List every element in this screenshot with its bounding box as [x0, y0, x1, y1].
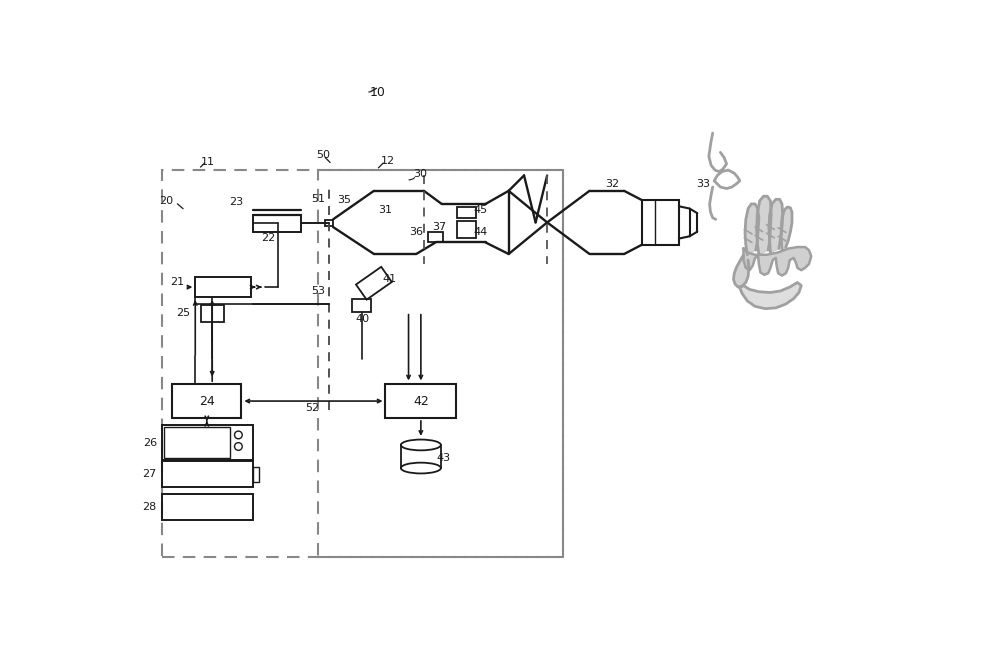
Bar — [385, 384, 456, 418]
Text: 20: 20 — [160, 196, 174, 206]
Text: 25: 25 — [177, 308, 191, 318]
Text: 27: 27 — [143, 469, 157, 479]
Text: 45: 45 — [473, 205, 487, 215]
Text: 50: 50 — [316, 150, 330, 160]
Bar — [162, 494, 253, 520]
Text: 44: 44 — [473, 226, 487, 237]
Text: 52: 52 — [305, 403, 319, 413]
Text: 12: 12 — [381, 156, 395, 166]
Text: 51: 51 — [311, 194, 325, 205]
Text: 31: 31 — [378, 205, 392, 215]
Text: 22: 22 — [261, 233, 276, 243]
Text: 36: 36 — [409, 226, 423, 237]
Ellipse shape — [401, 463, 441, 473]
Text: 33: 33 — [696, 179, 710, 189]
Polygon shape — [757, 196, 771, 255]
Text: 11: 11 — [201, 156, 215, 166]
Bar — [201, 305, 224, 322]
Bar — [457, 221, 476, 238]
Bar — [164, 427, 230, 458]
Bar — [428, 232, 443, 242]
Polygon shape — [740, 282, 801, 309]
Text: 32: 32 — [606, 179, 620, 189]
Text: 43: 43 — [436, 453, 450, 463]
Bar — [162, 461, 253, 487]
Text: 40: 40 — [355, 314, 369, 325]
Text: 28: 28 — [143, 502, 157, 512]
Bar — [172, 384, 241, 418]
Bar — [253, 467, 259, 482]
Text: 41: 41 — [382, 275, 396, 284]
Bar — [642, 200, 679, 245]
Bar — [325, 220, 333, 226]
Bar — [253, 214, 301, 232]
Text: 23: 23 — [229, 197, 243, 207]
Bar — [162, 425, 253, 461]
Polygon shape — [781, 207, 792, 250]
Text: 24: 24 — [199, 395, 215, 408]
Text: 37: 37 — [432, 222, 446, 232]
Bar — [162, 170, 563, 556]
Bar — [457, 207, 476, 218]
Bar — [352, 300, 371, 312]
Polygon shape — [769, 199, 783, 253]
Polygon shape — [745, 204, 759, 255]
Ellipse shape — [401, 440, 441, 450]
Text: 53: 53 — [311, 286, 325, 296]
Polygon shape — [733, 255, 749, 287]
Text: 35: 35 — [338, 195, 352, 205]
Bar — [318, 170, 563, 556]
Text: 30: 30 — [413, 169, 427, 179]
Text: 26: 26 — [143, 438, 157, 447]
Bar — [195, 277, 251, 297]
Text: 10: 10 — [370, 86, 386, 99]
Polygon shape — [744, 247, 811, 276]
Text: 21: 21 — [170, 277, 184, 286]
Text: 42: 42 — [413, 395, 429, 408]
